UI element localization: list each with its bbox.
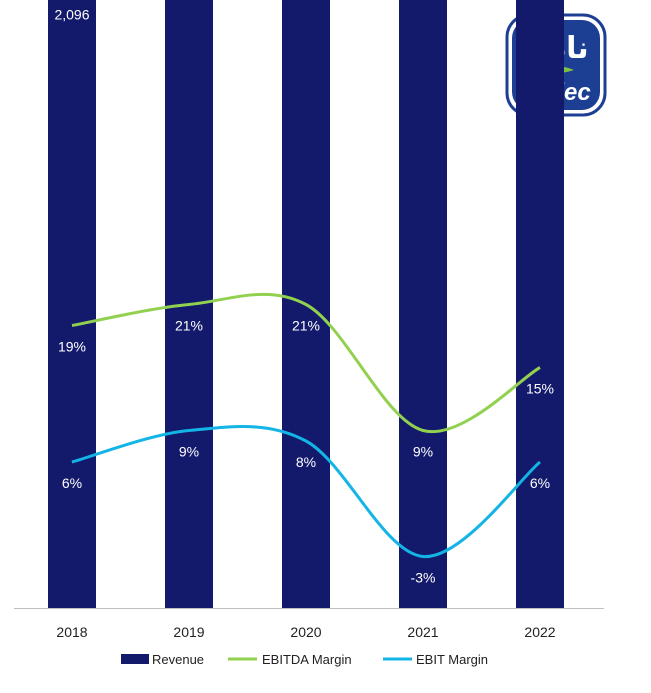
revenue-bar xyxy=(399,0,447,608)
x-tick-label: 2022 xyxy=(524,624,555,640)
x-tick-label: 2020 xyxy=(290,624,321,640)
legend-ebitda-label: EBITDA Margin xyxy=(262,652,352,667)
ebit-margin-label: 6% xyxy=(530,475,550,491)
ebit-margin-label: -3% xyxy=(411,570,436,586)
x-tick-label: 2019 xyxy=(173,624,204,640)
ebit-margin-label: 8% xyxy=(296,454,316,470)
legend-revenue-swatch xyxy=(121,654,149,664)
ebit-margin-label: 9% xyxy=(179,444,199,460)
revenue-value-label: 2,096 xyxy=(54,7,89,23)
legend-revenue-label: Revenue xyxy=(152,652,204,667)
legend-ebit-label: EBIT Margin xyxy=(416,652,488,667)
ebitda-margin-label: 21% xyxy=(292,318,320,334)
x-tick-label: 2021 xyxy=(407,624,438,640)
x-axis-ticks: 2018 2019 2020 2021 2022 xyxy=(56,624,555,640)
ebitda-margin-label: 21% xyxy=(175,318,203,334)
ebitda-margin-label: 15% xyxy=(526,381,554,397)
x-tick-label: 2018 xyxy=(56,624,87,640)
ebit-margin-label: 6% xyxy=(62,475,82,491)
chart-legend: Revenue EBITDA Margin EBIT Margin xyxy=(121,652,488,667)
data-labels: 2,0962,2252,3032,2252,69419%21%21%9%15%6… xyxy=(54,7,554,586)
margin-lines xyxy=(71,292,541,559)
ebitda-margin-label: 9% xyxy=(413,444,433,460)
ebitda-margin-label: 19% xyxy=(58,339,86,355)
revenue-bar xyxy=(48,0,96,609)
ebitda-margin-line xyxy=(71,292,541,434)
revenue-bar xyxy=(516,0,564,609)
ebit-margin-line xyxy=(71,425,541,559)
revenue-bars xyxy=(48,0,564,609)
